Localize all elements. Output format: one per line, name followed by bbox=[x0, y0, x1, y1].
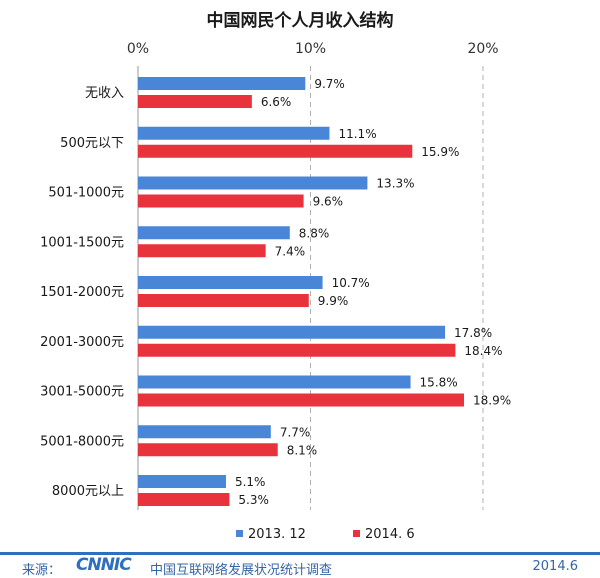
value-label: 8.1% bbox=[287, 443, 318, 457]
legend: 2013. 12 2014. 6 bbox=[236, 527, 415, 542]
footer-divider bbox=[0, 552, 600, 555]
value-labels: 9.7% 6.6% 11.1% 15.9% 13.3% 9.6% 8.8% 7.4% 10.7%… bbox=[235, 77, 511, 507]
category-label: 无收入 bbox=[85, 86, 124, 101]
bar-series2 bbox=[138, 95, 252, 108]
bar-series1 bbox=[138, 176, 368, 190]
footer: 来源： CNNIC 中国互联网络发展状况统计调查 2014.6 bbox=[0, 552, 600, 578]
category-label: 8000元以上 bbox=[52, 484, 124, 499]
value-label: 13.3% bbox=[376, 177, 414, 191]
bar-series1 bbox=[138, 475, 226, 488]
cnnic-logo: CNNIC bbox=[76, 555, 132, 575]
bar-series2 bbox=[138, 144, 413, 158]
value-label: 6.6% bbox=[261, 95, 292, 109]
value-label: 9.9% bbox=[318, 294, 349, 308]
legend-swatch bbox=[353, 530, 360, 537]
bar-series1 bbox=[138, 425, 271, 439]
value-label: 9.6% bbox=[313, 195, 344, 209]
value-label: 7.7% bbox=[280, 425, 311, 439]
value-label: 5.3% bbox=[238, 493, 268, 507]
category-label: 500元以下 bbox=[60, 136, 124, 151]
value-label: 18.9% bbox=[473, 394, 511, 408]
bar-series2 bbox=[138, 343, 456, 357]
source-label: 来源： bbox=[22, 563, 62, 578]
bar-series2 bbox=[138, 393, 465, 407]
value-label: 9.7% bbox=[314, 77, 345, 91]
category-label: 5001-8000元 bbox=[40, 434, 124, 449]
bar-series1 bbox=[138, 276, 323, 289]
legend-label: 2014. 6 bbox=[365, 527, 415, 542]
chart-title: 中国网民个人月收入结构 bbox=[206, 11, 394, 31]
category-label: 2001-3000元 bbox=[40, 335, 124, 350]
bars bbox=[138, 77, 465, 506]
legend-swatch bbox=[236, 530, 243, 537]
value-label: 8.8% bbox=[299, 226, 330, 240]
category-label: 1001-1500元 bbox=[40, 235, 124, 250]
bar-series1 bbox=[138, 226, 290, 240]
value-label: 17.8% bbox=[454, 326, 492, 340]
bar-series2 bbox=[138, 294, 309, 307]
x-tick-label: 0% bbox=[127, 41, 149, 57]
value-label: 5.1% bbox=[235, 475, 266, 489]
x-tick-label: 10% bbox=[295, 41, 326, 57]
bar-series1 bbox=[138, 375, 411, 389]
x-tick-label: 20% bbox=[467, 41, 498, 57]
bar-series2 bbox=[138, 244, 266, 258]
footer-date: 2014.6 bbox=[532, 559, 579, 574]
category-label: 1501-2000元 bbox=[40, 285, 124, 300]
legend-label: 2013. 12 bbox=[248, 527, 306, 542]
value-label: 10.7% bbox=[332, 276, 370, 290]
source-organization: 中国互联网络发展状况统计调查 bbox=[150, 563, 333, 578]
category-labels: 无收入 500元以下 501-1000元 1001-1500元 1501-2000元 20… bbox=[40, 86, 124, 499]
category-label: 3001-5000元 bbox=[40, 385, 124, 400]
bar-series1 bbox=[138, 325, 446, 339]
value-label: 11.1% bbox=[338, 127, 376, 141]
value-label: 15.8% bbox=[420, 376, 458, 390]
value-label: 15.9% bbox=[421, 145, 459, 159]
value-label: 7.4% bbox=[275, 244, 306, 258]
bar-series2 bbox=[138, 493, 230, 506]
bar-series2 bbox=[138, 443, 278, 457]
value-label: 18.4% bbox=[464, 344, 502, 358]
bar-chart: 0% 10% 20% 无收入 500元以下 501-1000元 1001-1500元 150… bbox=[40, 41, 511, 542]
bar-series2 bbox=[138, 194, 304, 208]
x-axis-ticks: 0% 10% 20% bbox=[127, 41, 499, 57]
bar-series1 bbox=[138, 77, 306, 90]
bar-series1 bbox=[138, 126, 330, 140]
category-label: 501-1000元 bbox=[48, 186, 124, 201]
